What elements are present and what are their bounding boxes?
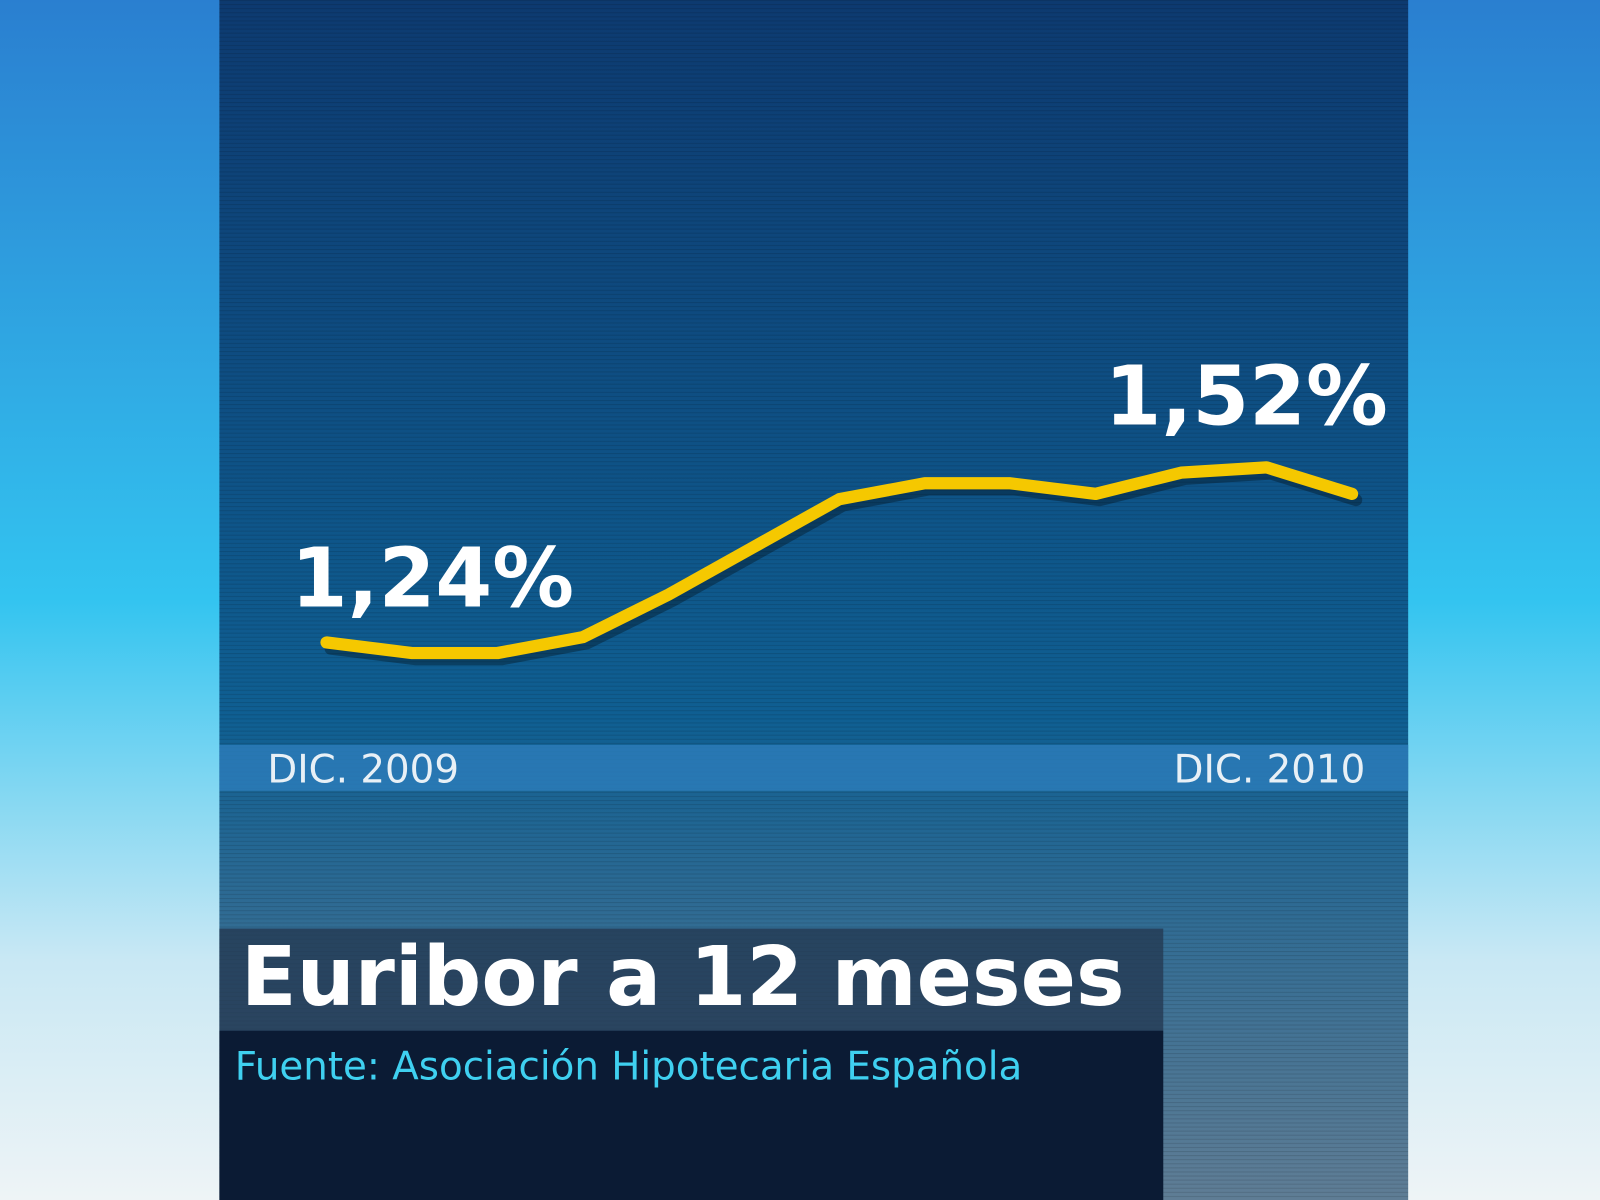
x-tick-label: DIC. 2009 [267, 748, 459, 793]
title-box [219, 928, 1164, 1031]
value-label: 1,52% [1105, 349, 1388, 444]
line [320, 461, 1359, 660]
source-box [219, 1030, 1164, 1200]
x-tick-label: DIC. 2010 [1174, 748, 1366, 793]
source: Fuente: Asociación Hipotecaria Española [235, 1045, 1023, 1090]
value-label: 1,24% [291, 532, 574, 627]
axis-band [219, 744, 1409, 791]
chart-title: Euribor a 12 meses [241, 930, 1125, 1025]
line-shadow [324, 467, 1363, 666]
